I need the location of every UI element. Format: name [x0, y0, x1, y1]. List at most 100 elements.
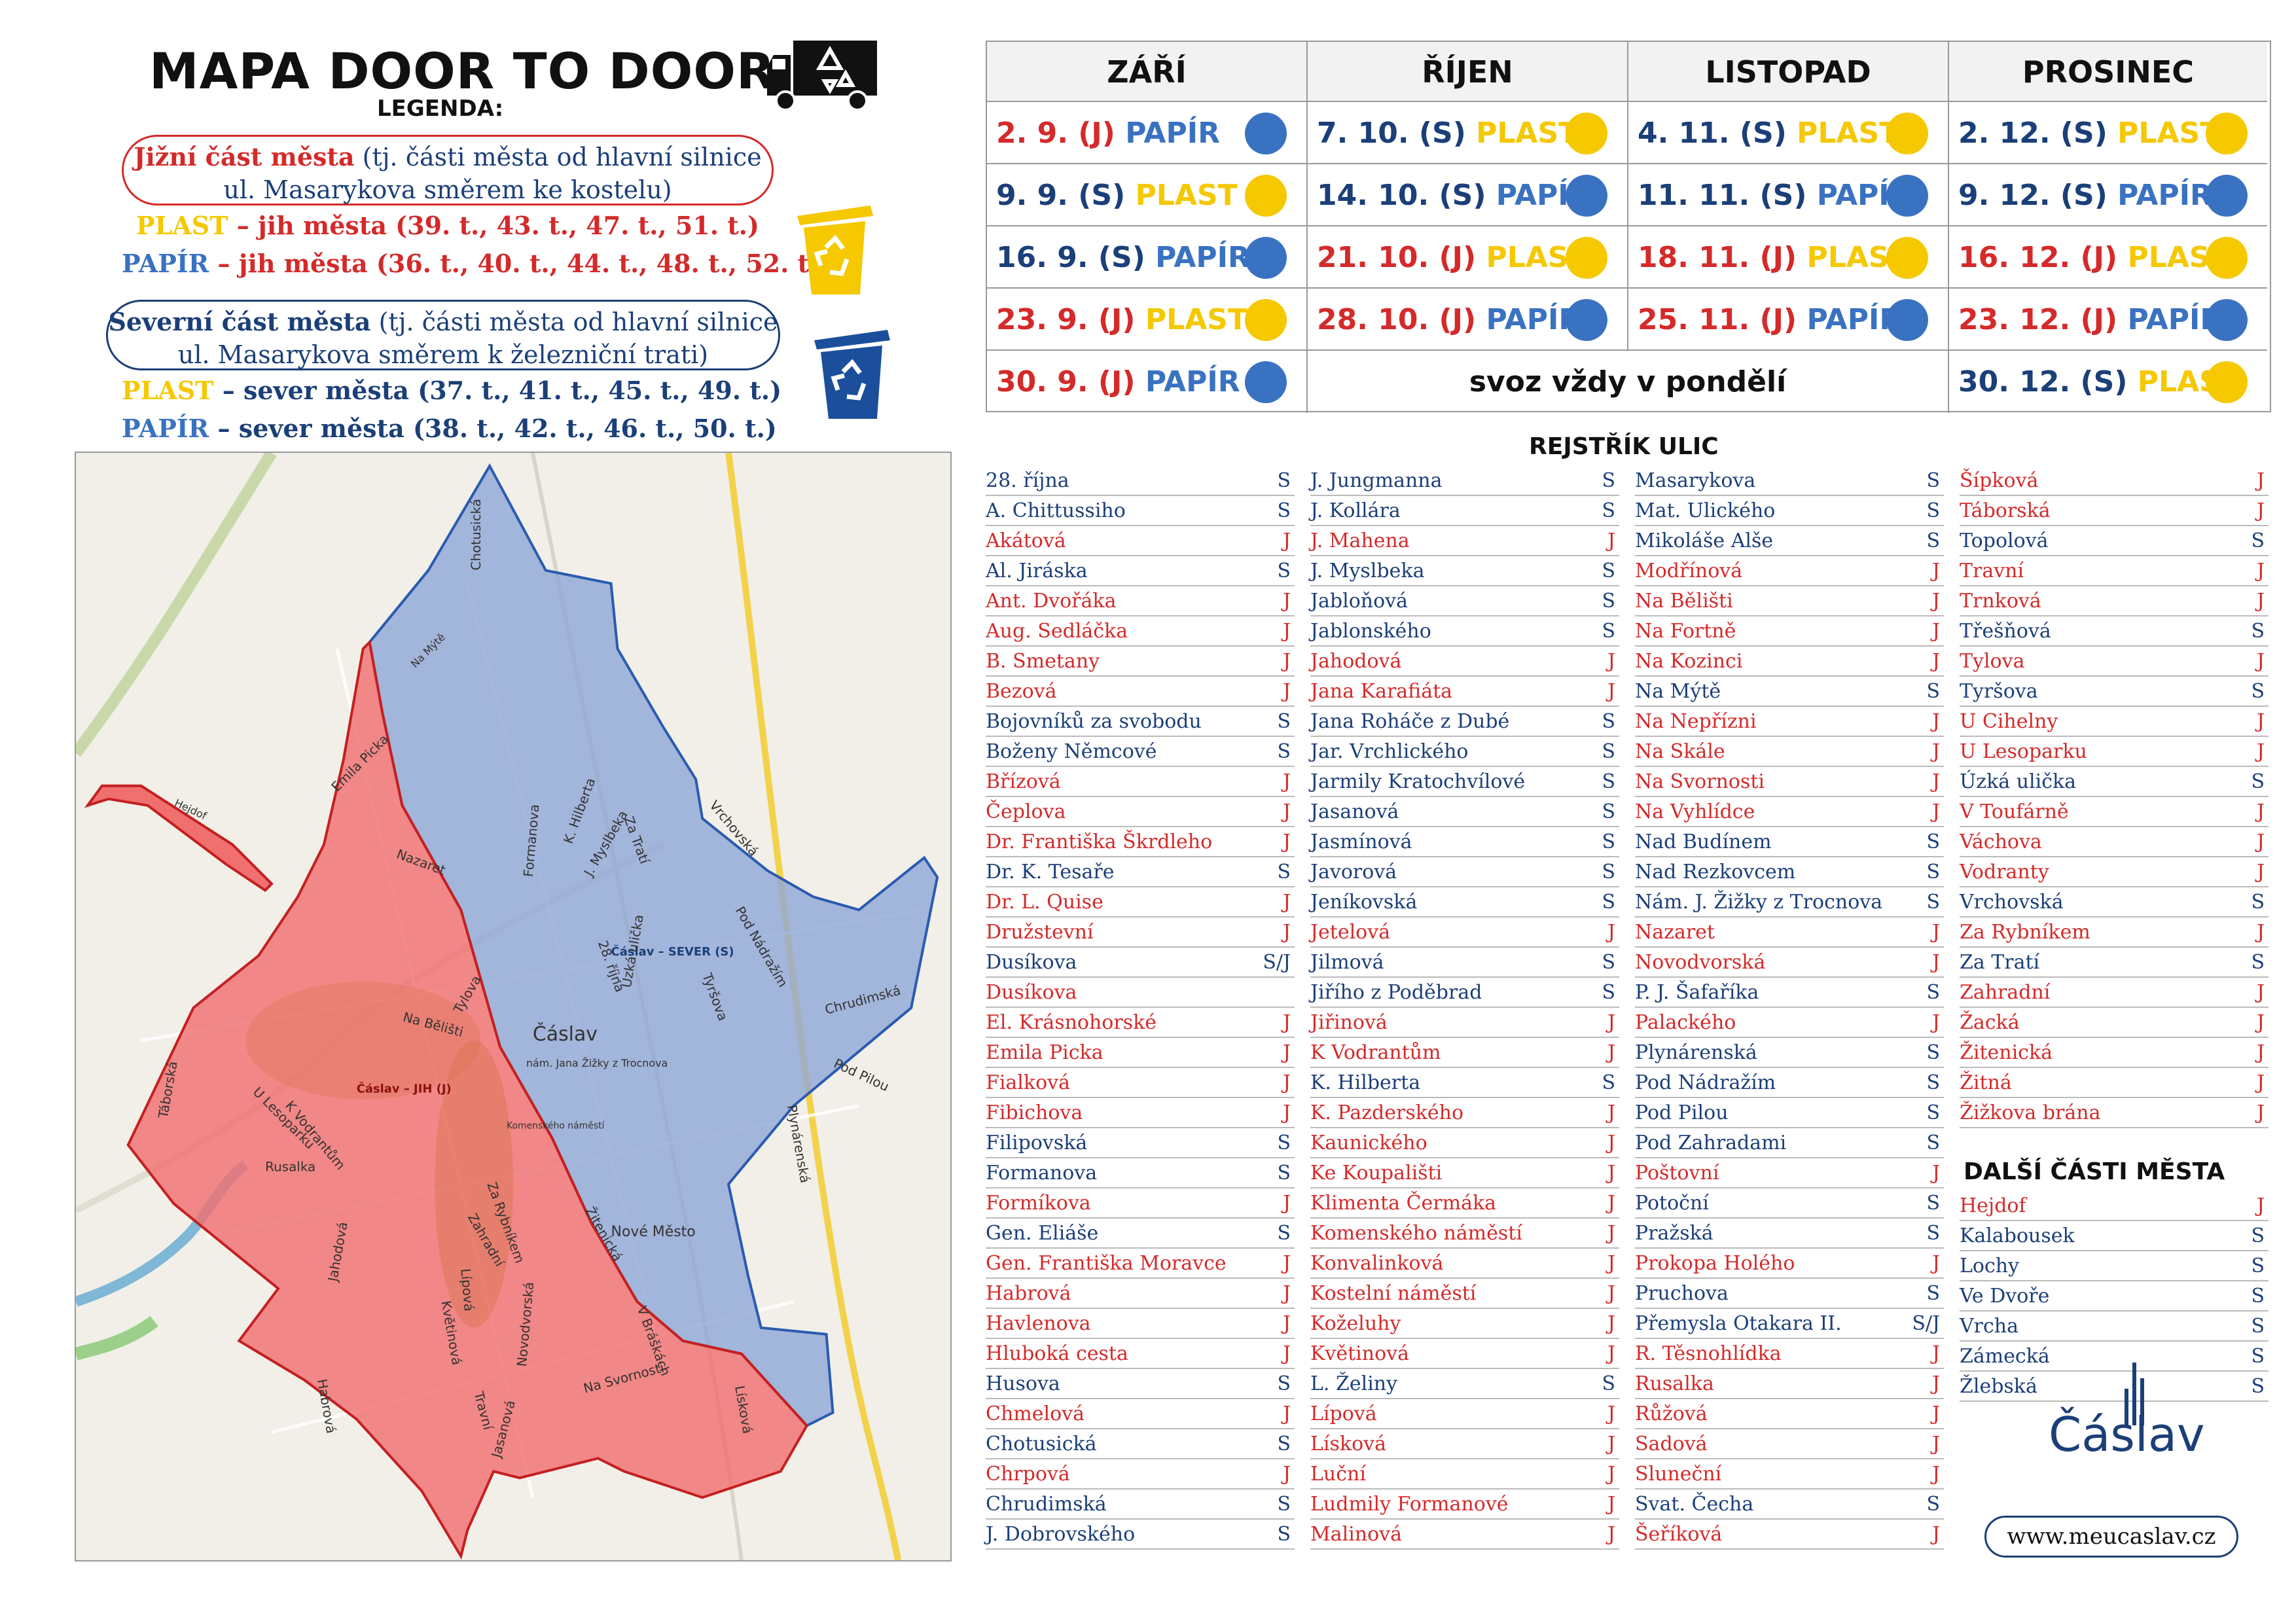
- street-name: Fibichova: [986, 1101, 1083, 1124]
- street-name: Kaunického: [1310, 1132, 1427, 1154]
- street-name: Chmelová: [986, 1402, 1085, 1425]
- street-name: Jablonského: [1310, 620, 1431, 643]
- street-row: Poštovní J: [1635, 1158, 1944, 1188]
- street-row: Palackého J: [1635, 1008, 1944, 1038]
- street-row: Potoční S: [1635, 1188, 1944, 1219]
- collection-date: 2. 12. (S) PLAST: [1949, 102, 2267, 164]
- caslav-logo: Čáslav: [2049, 1363, 2205, 1462]
- street-name: Klimenta Čermáka: [1310, 1192, 1497, 1215]
- street-zone: J: [1282, 921, 1291, 944]
- street-name: Nad Budínem: [1635, 830, 1772, 853]
- street-name: Dusíkova: [986, 981, 1077, 1004]
- street-name: Luční: [1310, 1463, 1366, 1486]
- street-name: Třešňová: [1960, 620, 2051, 643]
- street-row: Květinová J: [1310, 1339, 1619, 1369]
- street-name: Nazaret: [1635, 921, 1715, 944]
- street-zone: J: [1282, 1402, 1291, 1425]
- collection-date: 23. 12. (J) PAPÍR: [1949, 289, 2267, 351]
- street-row: Sadová J: [1635, 1429, 1944, 1459]
- svg-text:Čáslav – SEVER (S): Čáslav – SEVER (S): [611, 944, 734, 959]
- street-row: Jahodová J: [1310, 647, 1619, 677]
- street-row: Jetelová J: [1310, 918, 1619, 948]
- street-name: Táborská: [1960, 499, 2051, 522]
- street-zone: S: [1602, 861, 1615, 883]
- street-name: A. Chittussiho: [986, 499, 1126, 522]
- street-row: Třešňová S: [1960, 616, 2269, 647]
- street-row: Havlenova J: [986, 1309, 1295, 1339]
- svg-text:Čáslav – JIH (J): Čáslav – JIH (J): [357, 1082, 452, 1096]
- street-zone: S: [2251, 951, 2265, 974]
- street-row: 28. října S: [986, 466, 1295, 496]
- street-zone: S: [1602, 830, 1615, 853]
- street-name: Jana Karafiáta: [1310, 680, 1453, 703]
- street-name: Na Fortně: [1635, 620, 1736, 643]
- street-name: Konvalinková: [1310, 1252, 1444, 1275]
- south-part-desc2: ul. Masarykova směrem ke kostelu): [223, 175, 672, 204]
- street-row: Emila Picka J: [986, 1038, 1295, 1068]
- street-name: Rusalka: [1635, 1372, 1714, 1395]
- street-row: Jilmová S: [1310, 948, 1619, 978]
- street-row: Dr. K. Tesaře S: [986, 857, 1295, 887]
- street-zone: S: [2251, 1255, 2265, 1277]
- collection-date: 11. 11. (S) PAPÍR: [1628, 164, 1949, 226]
- street-zone: S: [1277, 560, 1291, 582]
- street-zone: S: [1926, 1101, 1940, 1124]
- collection-date: 23. 9. (J) PLAST: [987, 289, 1308, 351]
- street-name: Zahradní: [1960, 981, 2051, 1004]
- street-zone: J: [1931, 1433, 1940, 1455]
- street-row: Jiřinová J: [1310, 1008, 1619, 1038]
- street-name: L. Želiny: [1310, 1372, 1398, 1395]
- street-name: Modřínová: [1635, 560, 1743, 582]
- street-row: Žižkova brána J: [1960, 1098, 2269, 1128]
- street-zone: S: [1926, 1132, 1940, 1154]
- page-title: MAPA DOOR TO DOOR: [149, 42, 776, 100]
- yellow-dot-icon: [1886, 113, 1928, 154]
- street-zone: S: [1926, 529, 1940, 552]
- street-name: Úzká ulička: [1960, 770, 2077, 793]
- street-name: Sadová: [1635, 1433, 1708, 1455]
- yellow-dot-icon: [1245, 299, 1287, 341]
- street-zone: J: [1931, 921, 1940, 944]
- collection-zone-map[interactable]: Čáslav – SEVER (S) Čáslav – JIH (J) Čásl…: [75, 452, 952, 1561]
- website-link[interactable]: www.meucaslav.cz: [1984, 1516, 2238, 1558]
- street-name: Tyršova: [1960, 680, 2038, 703]
- street-row: Na Vyhlídce J: [1635, 797, 1944, 827]
- street-zone: S: [1926, 891, 1940, 914]
- street-row: Nad Budínem S: [1635, 827, 1944, 857]
- street-name: Masarykova: [1635, 469, 1756, 492]
- street-name: Jeníkovská: [1310, 891, 1418, 914]
- street-zone: J: [1282, 1192, 1291, 1215]
- street-zone: S: [1602, 469, 1615, 492]
- street-zone: J: [1607, 1132, 1615, 1154]
- blue-dot-icon: [1245, 361, 1287, 403]
- street-name: Fialková: [986, 1071, 1070, 1094]
- street-row: El. Krásnohorské J: [986, 1008, 1295, 1038]
- street-zone: S: [1926, 1071, 1940, 1094]
- street-zone: J: [1607, 1433, 1615, 1455]
- street-row: Táborská J: [1960, 496, 2269, 526]
- street-row: Dusíkova: [986, 978, 1295, 1008]
- street-name: J. Jungmanna: [1310, 469, 1443, 492]
- street-zone: J: [1607, 1342, 1615, 1365]
- south-part-title: Jižní část města: [134, 142, 355, 171]
- street-zone: S: [2251, 1285, 2265, 1308]
- street-zone: J: [2256, 800, 2265, 823]
- street-row: Husova S: [986, 1369, 1295, 1399]
- south-zone-polygon: [126, 639, 809, 1560]
- street-row: Konvalinková J: [1310, 1249, 1619, 1279]
- street-row: Na Fortně J: [1635, 616, 1944, 647]
- svg-text:Čáslav: Čáslav: [533, 1022, 598, 1046]
- street-zone: S: [1926, 1041, 1940, 1064]
- blue-dot-icon: [1886, 299, 1928, 341]
- street-row: Filipovská S: [986, 1128, 1295, 1158]
- street-row: Koželuhy J: [1310, 1309, 1619, 1339]
- yellow-dot-icon: [1566, 113, 1607, 154]
- street-row: Formanova S: [986, 1158, 1295, 1188]
- register-title: REJSTŘÍK ULIC: [1529, 433, 1719, 460]
- street-row: Chmelová J: [986, 1399, 1295, 1429]
- street-row: Pruchova S: [1635, 1279, 1944, 1309]
- street-name: Jiřího z Poděbrad: [1310, 981, 1482, 1004]
- street-zone: S: [2251, 1315, 2265, 1338]
- street-zone: J: [1607, 1523, 1615, 1546]
- blue-dot-icon: [1566, 175, 1607, 217]
